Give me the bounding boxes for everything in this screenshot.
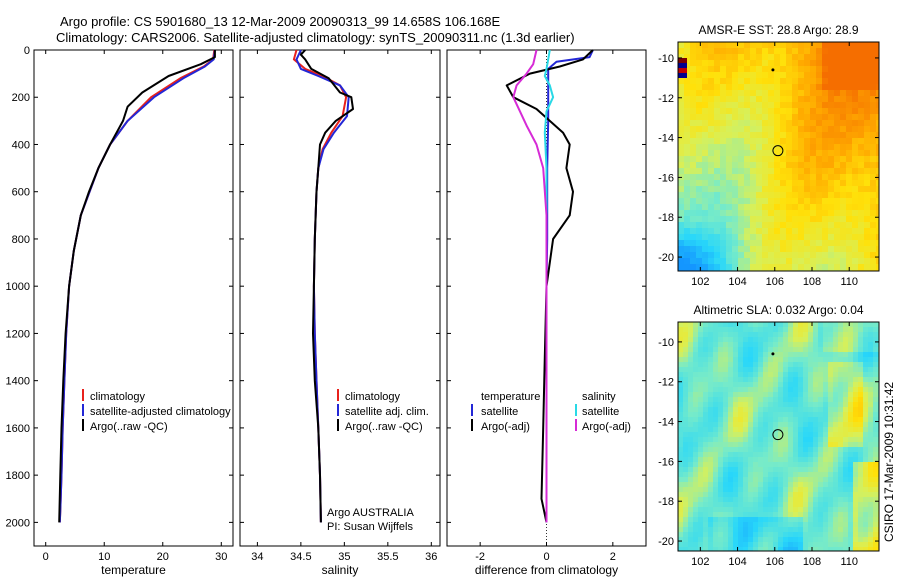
salinity-xtick-label: 35.5 xyxy=(377,551,398,563)
temperature-ytick-label: 400 xyxy=(12,139,30,151)
difference-xlabel: difference from climatology xyxy=(475,563,618,577)
sst-coast-cell xyxy=(678,68,687,73)
credit-label: CSIRO 17-Mar-2009 10:31:42 xyxy=(882,382,896,542)
temperature-xtick-label: 10 xyxy=(98,551,110,563)
sst-map-xtick-label: 110 xyxy=(840,276,858,288)
sst-map-ytick-label: -16 xyxy=(658,172,674,184)
difference-legend-label: Argo(-adj) xyxy=(582,421,631,433)
temperature-xtick-label: 0 xyxy=(43,551,49,563)
argo-note-2: PI: Susan Wijffels xyxy=(327,521,413,533)
temperature-ytick-label: 800 xyxy=(12,234,30,246)
temperature-ytick-label: 600 xyxy=(12,187,30,199)
sst-coast-cell xyxy=(678,63,687,68)
salinity-xtick-label: 34 xyxy=(251,551,263,563)
sst-map-argo-marker xyxy=(772,145,784,157)
sst-map-ytick-label: -10 xyxy=(658,53,674,65)
temperature-ytick-label: 0 xyxy=(24,45,30,57)
temperature-ytick-label: 1000 xyxy=(6,281,30,293)
temperature-series-line xyxy=(58,49,216,523)
sla-map-xtick-label: 108 xyxy=(803,556,821,568)
sla-map-xtick-label: 110 xyxy=(840,556,858,568)
sla-map-title: Altimetric SLA: 0.032 Argo: 0.04 xyxy=(693,303,863,317)
difference-legend-header: salinity xyxy=(582,391,616,403)
difference-series-line xyxy=(545,49,594,523)
temperature-xlabel: temperature xyxy=(101,563,166,577)
temperature-series-line xyxy=(58,49,216,523)
sst-map-xtick-label: 108 xyxy=(803,276,821,288)
difference-series-line xyxy=(512,49,548,523)
sla-map-ytick-label: -20 xyxy=(658,536,674,548)
sla-map-frame xyxy=(677,321,880,552)
salinity-legend-label: satellite adj. clim. xyxy=(345,406,429,418)
sst-coast-cell xyxy=(678,58,687,63)
difference-xtick-label: 0 xyxy=(543,551,549,563)
sst-map-title: AMSR-E SST: 28.8 Argo: 28.9 xyxy=(698,23,858,37)
figure-title-line2: Climatology: CARS2006. Satellite-adjuste… xyxy=(56,30,575,45)
sst-map-xtick-label: 102 xyxy=(691,276,709,288)
salinity-series-line xyxy=(295,49,350,523)
sst-map-ytick-label: -18 xyxy=(658,212,674,224)
temperature-ytick-label: 2000 xyxy=(6,517,30,529)
temperature-xtick-label: 20 xyxy=(157,551,169,563)
difference-legend-header: temperature xyxy=(481,391,540,403)
sla-map-xtick-label: 104 xyxy=(728,556,746,568)
salinity-xlabel: salinity xyxy=(322,563,359,577)
sla-map-ytick-label: -12 xyxy=(658,377,674,389)
sst-map-ytick-label: -14 xyxy=(658,133,674,145)
salinity-panel: 34 34.5 35 35.5 36 salinity climatology satelli… xyxy=(239,49,441,577)
sla-map-xtick-label: 102 xyxy=(691,556,709,568)
sst-map-xtick-label: 106 xyxy=(766,276,784,288)
salinity-series-line xyxy=(299,49,354,523)
salinity-legend-label: climatology xyxy=(345,391,401,403)
sst-map-frame xyxy=(677,41,880,272)
sla-map-xtick-label: 106 xyxy=(766,556,784,568)
temperature-ytick-label: 200 xyxy=(12,92,30,104)
sla-map-ytick-label: -10 xyxy=(658,337,674,349)
temperature-ytick-label: 1400 xyxy=(6,376,30,388)
sla-map-argo-marker xyxy=(772,429,784,441)
difference-xtick-label: -2 xyxy=(475,551,485,563)
difference-legend-label: Argo(-adj) xyxy=(481,421,530,433)
difference-legend-label: satellite xyxy=(582,406,619,418)
sla-map-ytick-label: -16 xyxy=(658,456,674,468)
sst-map-field xyxy=(678,42,879,271)
temperature-legend-label: Argo(..raw -QC) xyxy=(90,421,168,433)
temperature-legend-label: climatology xyxy=(90,391,146,403)
sla-map-track-point xyxy=(771,352,775,356)
sla-map-panel: Altimetric SLA: 0.032 Argo: 0.04 102 104 10… xyxy=(658,303,880,568)
sst-coast-cell xyxy=(678,73,687,78)
figure-title-line1: Argo profile: CS 5901680_13 12-Mar-2009 … xyxy=(60,14,501,29)
salinity-xtick-label: 36 xyxy=(425,551,437,563)
sla-map-field xyxy=(678,322,879,551)
sla-map-ytick-label: -14 xyxy=(658,417,674,429)
temperature-axes-frame xyxy=(33,49,234,547)
difference-xtick-label: 2 xyxy=(610,551,616,563)
temperature-panel: 0 10 20 30 0 200 400 600 800 1000 1200 1400 1600 1800… xyxy=(6,45,234,577)
argo-note-1: Argo AUSTRALIA xyxy=(327,507,414,519)
sst-map-ytick-label: -12 xyxy=(658,93,674,105)
sst-map-panel: AMSR-E SST: 28.8 Argo: 28.9 102 104 106 108 1… xyxy=(658,23,880,288)
temperature-series-line xyxy=(58,50,216,523)
temperature-xtick-label: 30 xyxy=(215,551,227,563)
temperature-ytick-label: 1200 xyxy=(6,328,30,340)
sla-map-ytick-label: -18 xyxy=(658,496,674,508)
temperature-ytick-label: 1800 xyxy=(6,470,30,482)
difference-legend-label: satellite xyxy=(481,406,518,418)
salinity-xtick-label: 35 xyxy=(338,551,350,563)
temperature-legend-label: satellite-adjusted climatology xyxy=(90,406,231,418)
salinity-legend-label: Argo(..raw -QC) xyxy=(345,421,423,433)
sst-map-track-point xyxy=(771,68,775,72)
sst-map-xtick-label: 104 xyxy=(728,276,746,288)
temperature-ytick-label: 1600 xyxy=(6,423,30,435)
sst-map-ytick-label: -20 xyxy=(658,252,674,264)
difference-series-line xyxy=(505,49,594,523)
salinity-axes-frame xyxy=(239,49,441,547)
salinity-xtick-label: 34.5 xyxy=(290,551,311,563)
